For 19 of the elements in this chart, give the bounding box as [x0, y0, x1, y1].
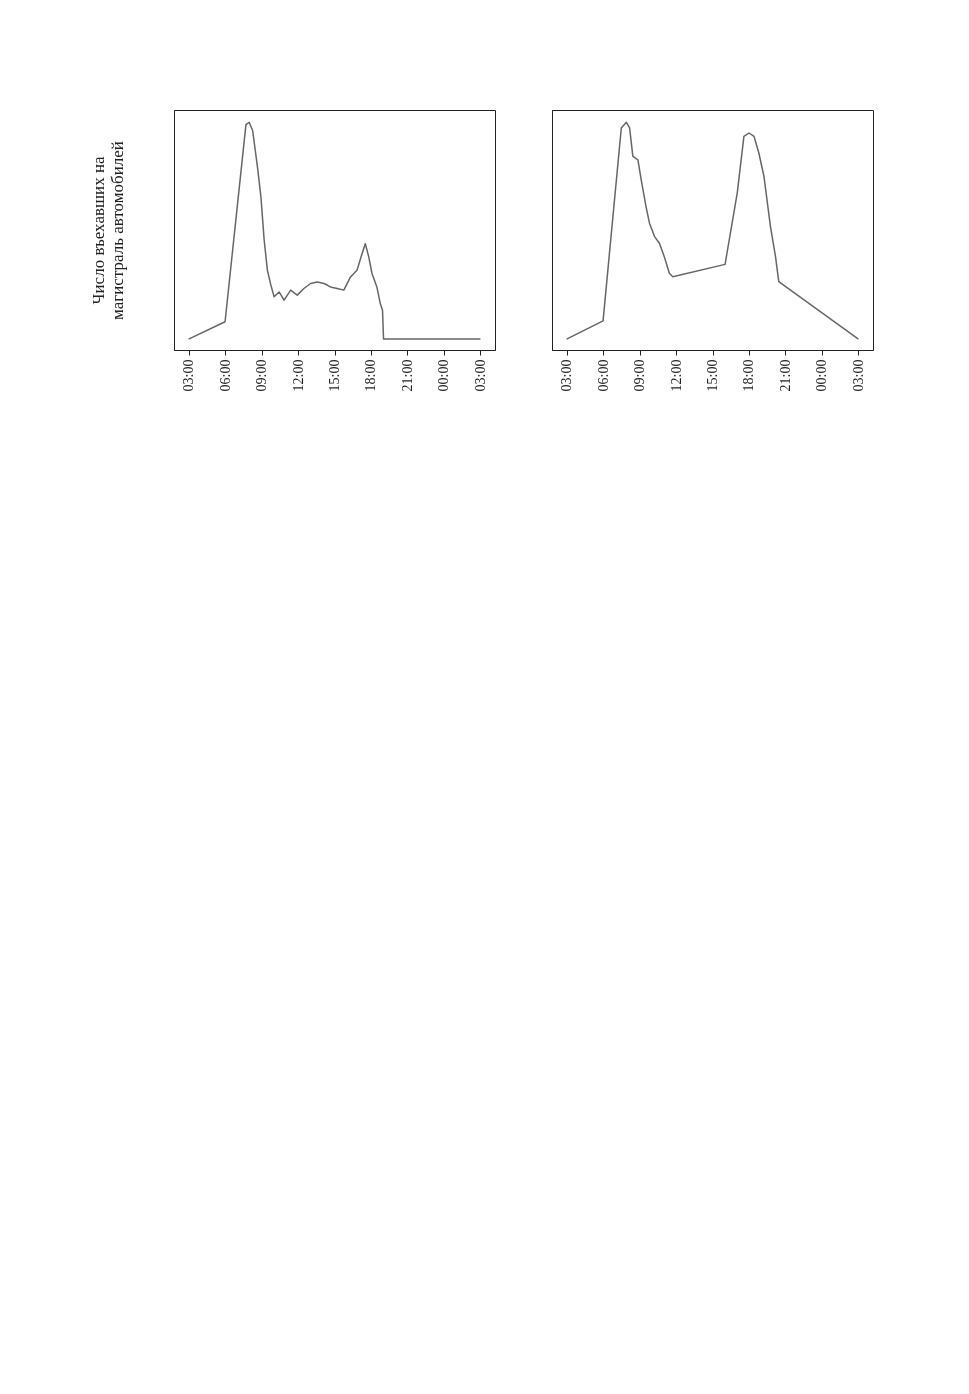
x-tick-label: 00:00	[814, 359, 830, 392]
y-axis-title: Число въехавших на магистраль автомобилей	[88, 141, 127, 320]
x-tick-label: 15:00	[705, 359, 720, 392]
x-tick-label: 06:00	[217, 359, 233, 392]
x-tick-label: 03:00	[559, 359, 575, 392]
x-tick-label: 09:00	[254, 359, 270, 392]
x-tick-label: 00:00	[436, 359, 452, 392]
x-tick-label: 21:00	[777, 359, 793, 392]
x-tick-label: 06:00	[595, 359, 611, 392]
x-tick-label: 15:00	[327, 359, 342, 392]
x-tick-label: 03:00	[181, 359, 197, 392]
x-tick-label: 18:00	[363, 359, 379, 392]
x-tick-label: 03:00	[850, 359, 866, 392]
x-tick-label: 18:00	[741, 359, 757, 392]
x-tick-label: 21:00	[399, 359, 415, 392]
x-tick-label: 12:00	[290, 359, 306, 392]
x-tick-label: 03:00	[472, 359, 488, 392]
x-tick-label: 09:00	[632, 359, 648, 392]
x-tick-label: 12:00	[668, 359, 684, 392]
